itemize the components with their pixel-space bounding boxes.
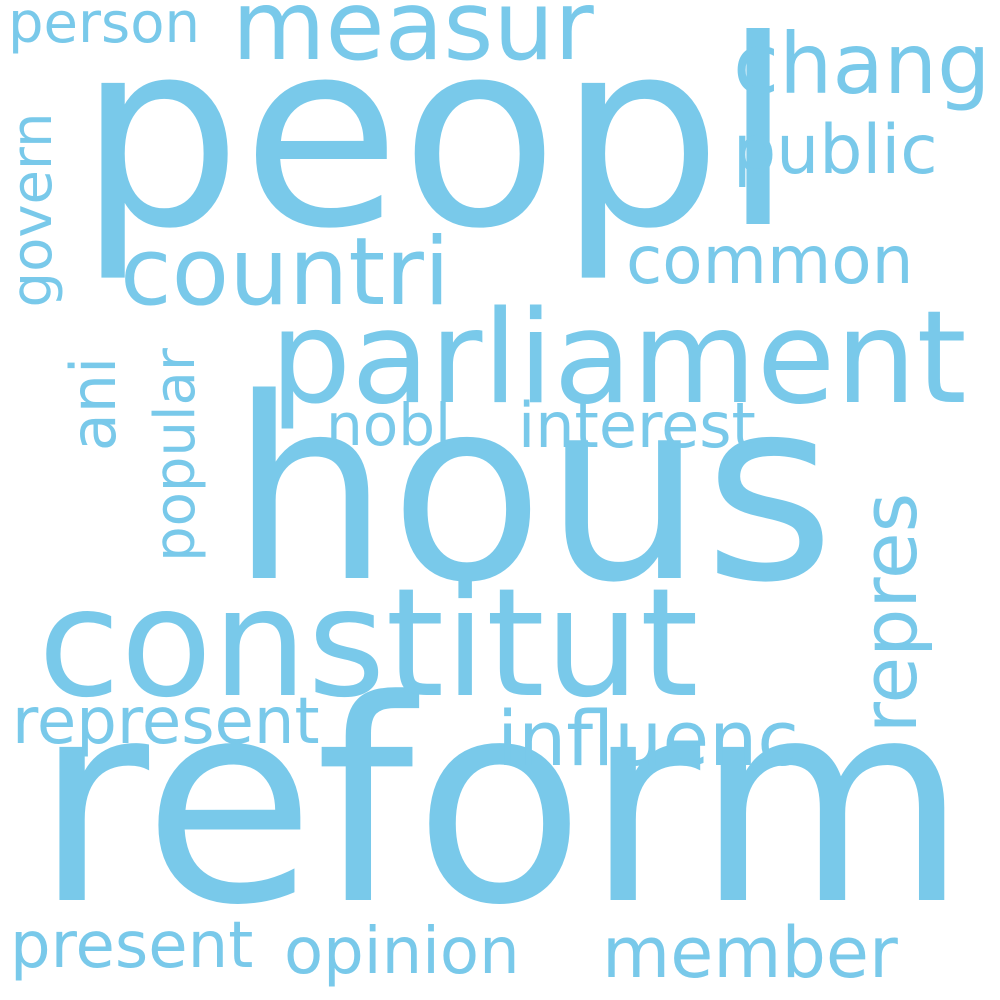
word-chang: chang: [733, 15, 991, 113]
word-present: present: [10, 909, 254, 983]
word-govern: govern: [0, 112, 65, 308]
word-reform: reform: [34, 641, 969, 967]
word-public: public: [733, 111, 938, 190]
word-popular: popular: [143, 348, 208, 562]
word-interest: interest: [518, 389, 756, 462]
word-peopl: peopl: [78, 0, 794, 285]
word-repres: repres: [845, 492, 934, 734]
word-countri: countri: [120, 218, 450, 327]
word-member: member: [602, 912, 898, 994]
word-parliament: parliament: [270, 284, 967, 433]
word-constitut: constitut: [38, 557, 699, 731]
word-measur: measur: [232, 0, 594, 82]
word-person: person: [8, 0, 200, 56]
word-ani: ani: [57, 356, 130, 452]
word-influenc: influenc: [497, 694, 800, 783]
word-represent: represent: [12, 685, 320, 759]
word-common: common: [626, 222, 914, 299]
word-opinion: opinion: [284, 915, 520, 989]
word-hous: hous: [230, 345, 835, 638]
word-nobl: nobl: [326, 391, 452, 459]
